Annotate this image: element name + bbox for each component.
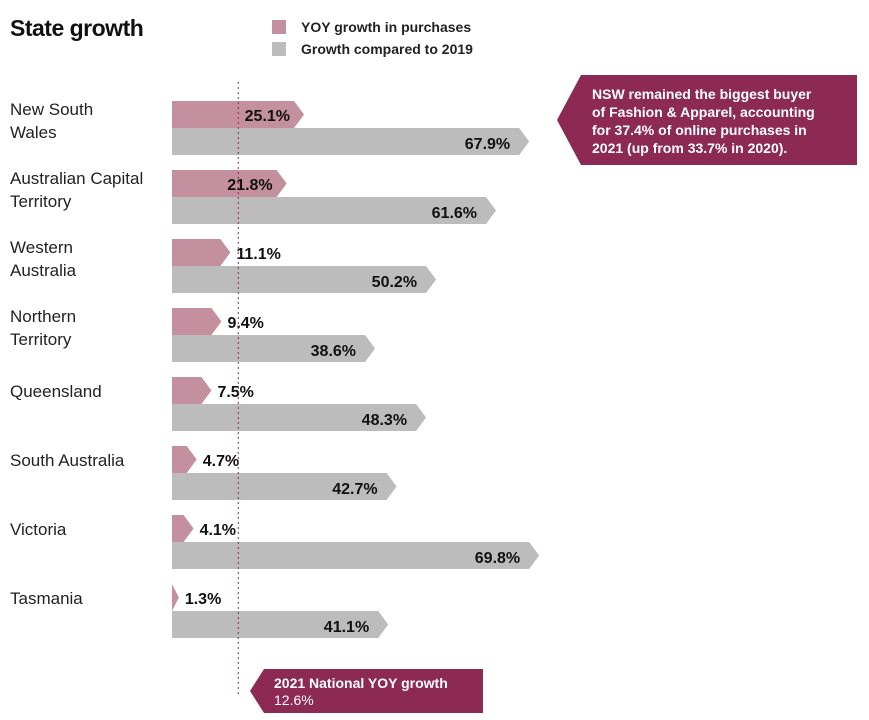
state-label: Western Australia [10, 238, 77, 280]
bar-2019-value-label: 41.1% [324, 619, 369, 636]
bar-yoy [172, 584, 179, 611]
bar-2019-value-label: 67.9% [465, 136, 510, 153]
bar-2019-value-label: 61.6% [432, 205, 477, 222]
nsw-callout: NSW remained the biggest buyer of Fashio… [557, 75, 857, 165]
bar-2019-value-label: 38.6% [311, 343, 356, 360]
bar-2019 [172, 404, 427, 431]
bar-2019 [172, 542, 540, 569]
bar-yoy-value-label: 4.1% [200, 522, 236, 539]
bar-yoy-value-label: 25.1% [245, 108, 290, 125]
bar-yoy-value-label: 21.8% [227, 177, 272, 194]
chart-title: State growth [10, 15, 143, 41]
state-label: Australian Capital Territory [10, 169, 143, 211]
callout-line-4: 2021 (up from 33.7% in 2020). [592, 140, 787, 156]
bar-yoy [172, 239, 231, 266]
bar-yoy [172, 515, 194, 542]
legend-label-2019: Growth compared to 2019 [301, 41, 473, 57]
bar-yoy [172, 308, 222, 335]
bar-2019 [172, 473, 397, 500]
bar-2019 [172, 335, 376, 362]
national-yoy-label: 2021 National YOY growth 12.6% [250, 669, 483, 713]
callout-box [557, 75, 857, 165]
bar-yoy [172, 446, 197, 473]
bar-2019 [172, 197, 497, 224]
state-label: Tasmania [10, 589, 83, 608]
bar-2019 [172, 128, 530, 155]
legend-swatch-2019 [272, 42, 286, 56]
bar-yoy-value-label: 11.1% [236, 246, 280, 263]
national-yoy-box [250, 669, 483, 713]
bar-yoy-value-label: 9.4% [227, 315, 263, 332]
bar-2019 [172, 611, 389, 638]
state-label: Queensland [10, 382, 102, 401]
bar-yoy [172, 170, 287, 197]
state-label: New South Wales [10, 100, 93, 142]
bar-2019-value-label: 42.7% [332, 481, 377, 498]
bar-yoy-value-label: 7.5% [217, 384, 253, 401]
callout-line-2: of Fashion & Apparel, accounting [592, 104, 815, 120]
state-label: South Australia [10, 451, 125, 470]
bar-yoy [172, 377, 212, 404]
legend-label-yoy: YOY growth in purchases [301, 19, 471, 35]
state-label: Northern Territory [10, 307, 76, 349]
bar-2019-value-label: 48.3% [362, 412, 407, 429]
bars-layer: New South Wales 25.1% 67.9% Australian Capit… [10, 100, 540, 638]
legend-swatch-yoy [272, 20, 286, 34]
state-label: Victoria [10, 520, 67, 539]
bar-yoy [172, 101, 305, 128]
national-yoy-title: 2021 National YOY growth [274, 675, 448, 691]
callout-line-1: NSW remained the biggest buyer [592, 86, 812, 102]
callout-line-3: for 37.4% of online purchases in [592, 122, 807, 138]
bar-yoy-value-label: 1.3% [185, 591, 221, 608]
bar-yoy-value-label: 4.7% [203, 453, 239, 470]
bar-2019-value-label: 50.2% [372, 274, 417, 291]
national-yoy-value: 12.6% [274, 692, 314, 708]
bar-2019-value-label: 69.8% [475, 550, 520, 567]
